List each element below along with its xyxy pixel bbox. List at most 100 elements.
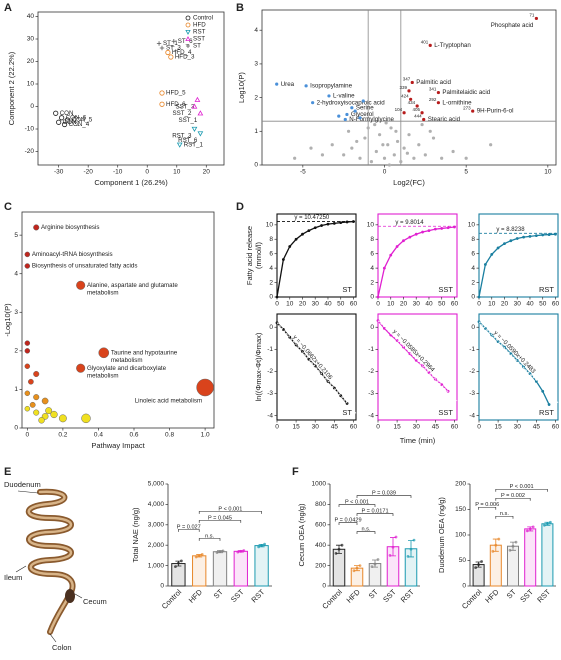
- bubble: [24, 340, 31, 346]
- data-point: [427, 229, 431, 233]
- point-label: L-Tryptophan: [434, 42, 471, 49]
- x-tick-label: 0: [275, 424, 279, 431]
- plot-frame: [276, 213, 357, 298]
- replicate-point: [340, 543, 344, 547]
- data-line: [377, 320, 449, 392]
- point-label: Palmitelaidic acid: [442, 89, 490, 96]
- significance-bracket: [178, 529, 200, 532]
- significance-bracket: [478, 506, 497, 510]
- x-tick-label: ST: [367, 587, 380, 600]
- y-axis-label: -Log10(P): [3, 303, 12, 337]
- y-tick-label: -3: [267, 390, 273, 397]
- replicate-point: [257, 545, 260, 549]
- x-axis-label: Component 1 (26.2%): [94, 178, 168, 187]
- y-tick-label: 0: [462, 583, 466, 590]
- point: [304, 84, 308, 88]
- bar: [524, 528, 537, 587]
- y-tick-label: -1: [469, 346, 475, 353]
- y-tick-label: -10: [25, 126, 35, 133]
- point-id: 71: [529, 13, 535, 18]
- data-point: [402, 239, 405, 243]
- data-point: [345, 220, 349, 224]
- data-point: [453, 225, 456, 229]
- bubble: [76, 363, 86, 373]
- y-tick-label: 0: [254, 162, 258, 169]
- data-point: [307, 229, 311, 233]
- bubble: [33, 394, 40, 401]
- x-tick-label: 20: [501, 301, 509, 308]
- y-tick-label: 100: [455, 532, 466, 539]
- x-tick-label: 50: [337, 301, 345, 308]
- point: [345, 112, 349, 117]
- point-label: RST_6: [178, 137, 198, 144]
- x-tick-label: Control: [320, 587, 344, 611]
- point-label: Linoleic acid metabolism: [135, 398, 202, 405]
- y-tick-label: 30: [27, 36, 35, 43]
- point-label: Glycerol: [351, 111, 374, 118]
- x-tick-label: 0.8: [165, 432, 174, 439]
- point: [330, 143, 334, 147]
- significance-bracket: [198, 520, 242, 523]
- data-point: [554, 232, 557, 236]
- data-point: [503, 242, 506, 245]
- legend-marker: [185, 30, 191, 35]
- cecum-shape: [65, 589, 75, 603]
- panel-letter: A: [4, 2, 12, 14]
- group-label: RST: [539, 285, 554, 294]
- replicate-point: [177, 561, 180, 565]
- y-tick-label: 50: [459, 557, 467, 564]
- x-tick-label: 0: [477, 424, 481, 431]
- data-point: [313, 226, 317, 230]
- replicate-point: [352, 569, 356, 573]
- panel-letter: B: [236, 2, 244, 14]
- y-tick-label: 10: [27, 81, 35, 88]
- point: [423, 153, 427, 157]
- data-point: [376, 295, 380, 299]
- data-point: [433, 227, 437, 231]
- legend-label: Control: [193, 15, 213, 22]
- x-tick-label: RST: [249, 587, 266, 604]
- point-id: 424: [401, 93, 409, 98]
- point-id: 401: [421, 40, 429, 45]
- plot-frame: [37, 11, 225, 166]
- x-tick-label: 50: [539, 301, 547, 308]
- group-label: ST: [342, 285, 352, 294]
- replicate-point: [494, 543, 498, 547]
- point: [431, 136, 436, 140]
- data-point: [509, 239, 513, 243]
- data-line: [478, 321, 550, 405]
- point: [350, 146, 354, 150]
- data-point: [534, 234, 538, 238]
- replicate-point: [391, 545, 395, 549]
- data-point: [509, 352, 513, 356]
- bubble: [24, 263, 31, 269]
- x-tick-label: SST: [229, 587, 246, 604]
- x-tick-label: 10: [387, 301, 395, 308]
- replicate-point: [370, 565, 374, 569]
- replicate-point: [394, 535, 398, 539]
- y-tick-label: 8: [471, 236, 475, 243]
- point: [61, 121, 68, 128]
- y-tick-label: 4,000: [148, 501, 165, 508]
- point-label: HFD_4: [172, 49, 192, 56]
- y-tick-label: 4: [269, 265, 273, 272]
- legend-label: RST: [193, 29, 206, 36]
- x-tick-label: 0.6: [129, 432, 138, 439]
- point: [378, 133, 382, 137]
- y-tick-label: -2: [469, 368, 475, 375]
- data-point: [352, 220, 355, 223]
- equation: y = −0.0662x+0.2106: [291, 334, 333, 381]
- bar: [233, 550, 248, 587]
- point: [343, 117, 347, 122]
- x-tick-label: 20: [203, 169, 211, 176]
- fit-line: [276, 322, 357, 414]
- data-point: [490, 253, 494, 256]
- x-tick-label: 0: [477, 301, 481, 308]
- point: [358, 156, 362, 160]
- point: [64, 117, 71, 123]
- point: [464, 156, 468, 160]
- x-tick-label: -30: [54, 169, 64, 176]
- data-point: [402, 345, 405, 349]
- point: [409, 97, 413, 101]
- point-label: 2-hydroxyisocaproic acid: [317, 99, 386, 106]
